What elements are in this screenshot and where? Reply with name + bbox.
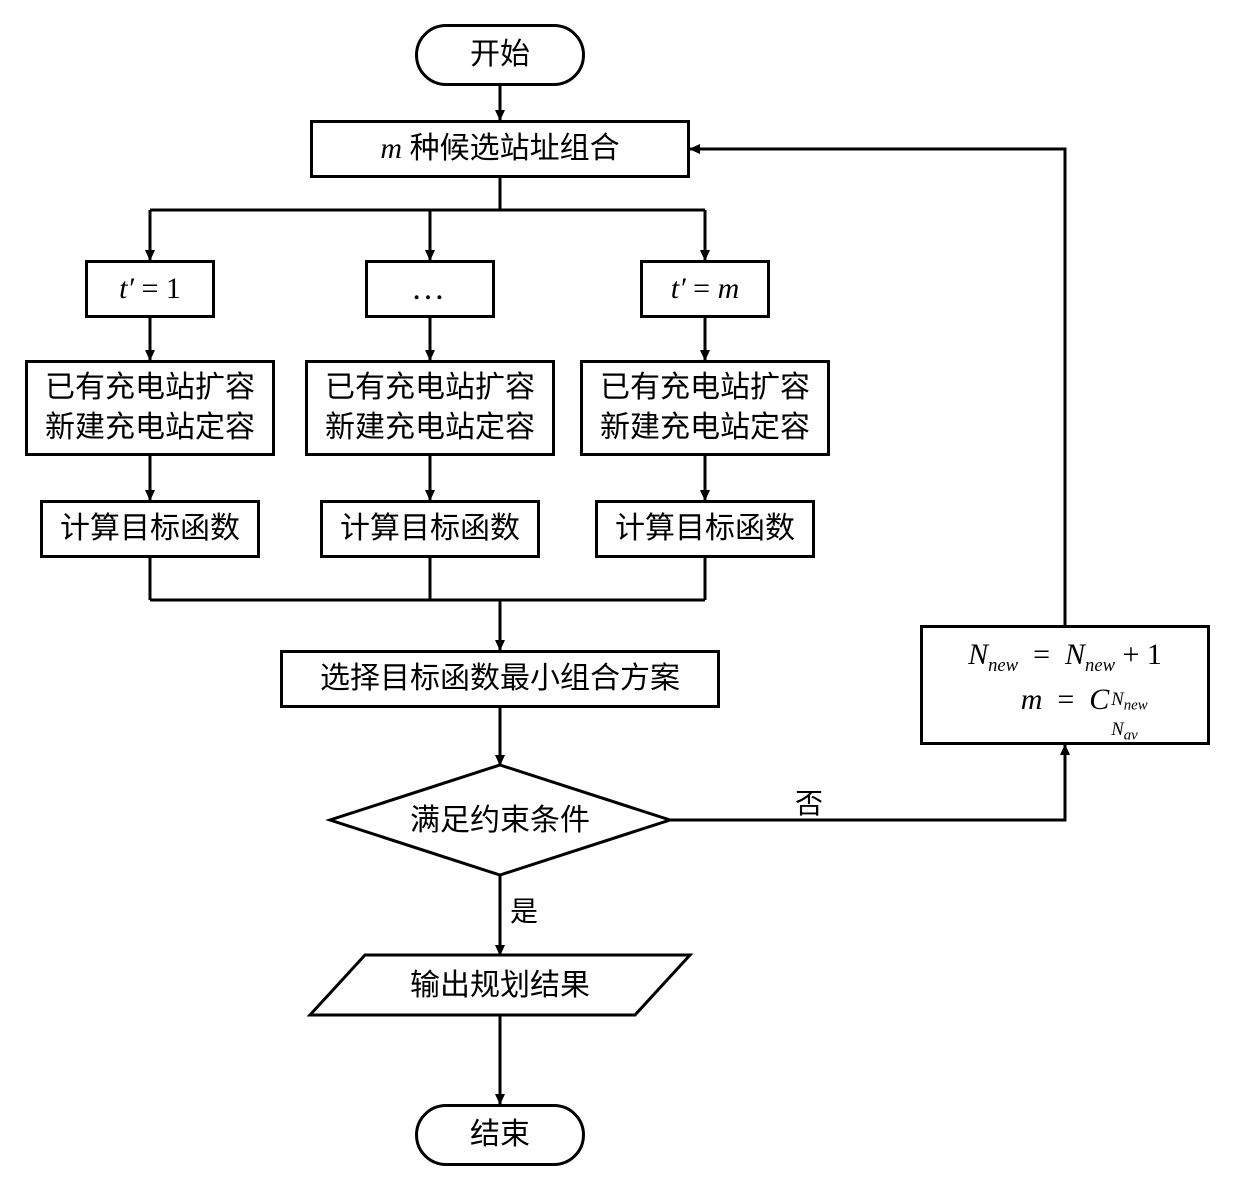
svg-text:输出规划结果: 输出规划结果 <box>410 969 590 1002</box>
select-min-box: 选择目标函数最小组合方案 <box>280 650 720 708</box>
branch-index-1-text: t′ = 1 <box>119 269 181 310</box>
eqn-line-2: m = C Nnew Nav <box>937 683 1193 717</box>
objective-box-2: 计算目标函数 <box>320 500 540 558</box>
update-equation-box: Nnew = Nnew + 1 m = C Nnew Nav <box>920 625 1210 745</box>
capacity-box-1: 已有充电站扩容新建充电站定容 <box>25 360 275 456</box>
objective-box-3: 计算目标函数 <box>595 500 815 558</box>
branch-index-dots: … <box>365 260 495 318</box>
decision-yes-label: 是 <box>510 890 538 930</box>
candidates-text: m 种候选站址组合 <box>380 129 619 170</box>
end-terminator: 结束 <box>415 1104 585 1166</box>
start-label: 开始 <box>470 35 530 76</box>
eqn-line-1: Nnew = Nnew + 1 <box>937 638 1193 677</box>
branch-index-1: t′ = 1 <box>85 260 215 318</box>
decision-diamond <box>330 765 670 875</box>
branch-index-m-text: t′ = m <box>671 269 740 310</box>
objective-box-1: 计算目标函数 <box>40 500 260 558</box>
branch-index-m: t′ = m <box>640 260 770 318</box>
end-label: 结束 <box>470 1115 530 1156</box>
capacity-box-2: 已有充电站扩容新建充电站定容 <box>305 360 555 456</box>
decision-no-label: 否 <box>795 782 823 822</box>
output-parallelogram <box>310 955 690 1015</box>
candidates-box: m 种候选站址组合 <box>310 120 690 178</box>
branch-dots: … <box>411 266 449 312</box>
capacity-box-3: 已有充电站扩容新建充电站定容 <box>580 360 830 456</box>
start-terminator: 开始 <box>415 24 585 86</box>
svg-text:满足约束条件: 满足约束条件 <box>410 804 590 837</box>
